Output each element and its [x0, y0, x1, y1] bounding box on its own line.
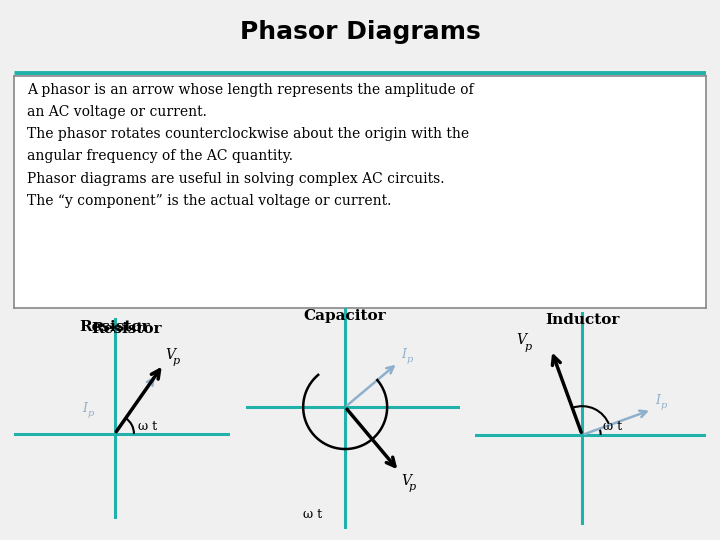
Text: Phasor Diagrams: Phasor Diagrams: [240, 19, 480, 44]
Text: I: I: [401, 348, 406, 361]
Text: V: V: [166, 348, 176, 362]
Text: I: I: [655, 394, 660, 407]
Text: I: I: [82, 402, 87, 415]
Text: A phasor is an arrow whose length represents the amplitude of
an AC voltage or c: A phasor is an arrow whose length repres…: [27, 83, 474, 208]
Text: p: p: [406, 355, 413, 363]
Text: p: p: [524, 341, 531, 352]
Text: ω t: ω t: [138, 420, 157, 433]
Text: p: p: [661, 401, 667, 410]
Text: Resistor: Resistor: [79, 320, 150, 334]
Text: p: p: [88, 409, 94, 418]
Text: V: V: [517, 333, 526, 347]
Text: p: p: [408, 482, 415, 492]
Text: p: p: [173, 356, 180, 366]
Text: V: V: [402, 474, 411, 488]
Text: Capacitor: Capacitor: [304, 309, 387, 323]
Text: ω t: ω t: [303, 508, 323, 521]
Text: ω t: ω t: [603, 420, 622, 433]
Text: Inductor: Inductor: [545, 313, 619, 327]
Text: Resistor: Resistor: [91, 322, 161, 336]
